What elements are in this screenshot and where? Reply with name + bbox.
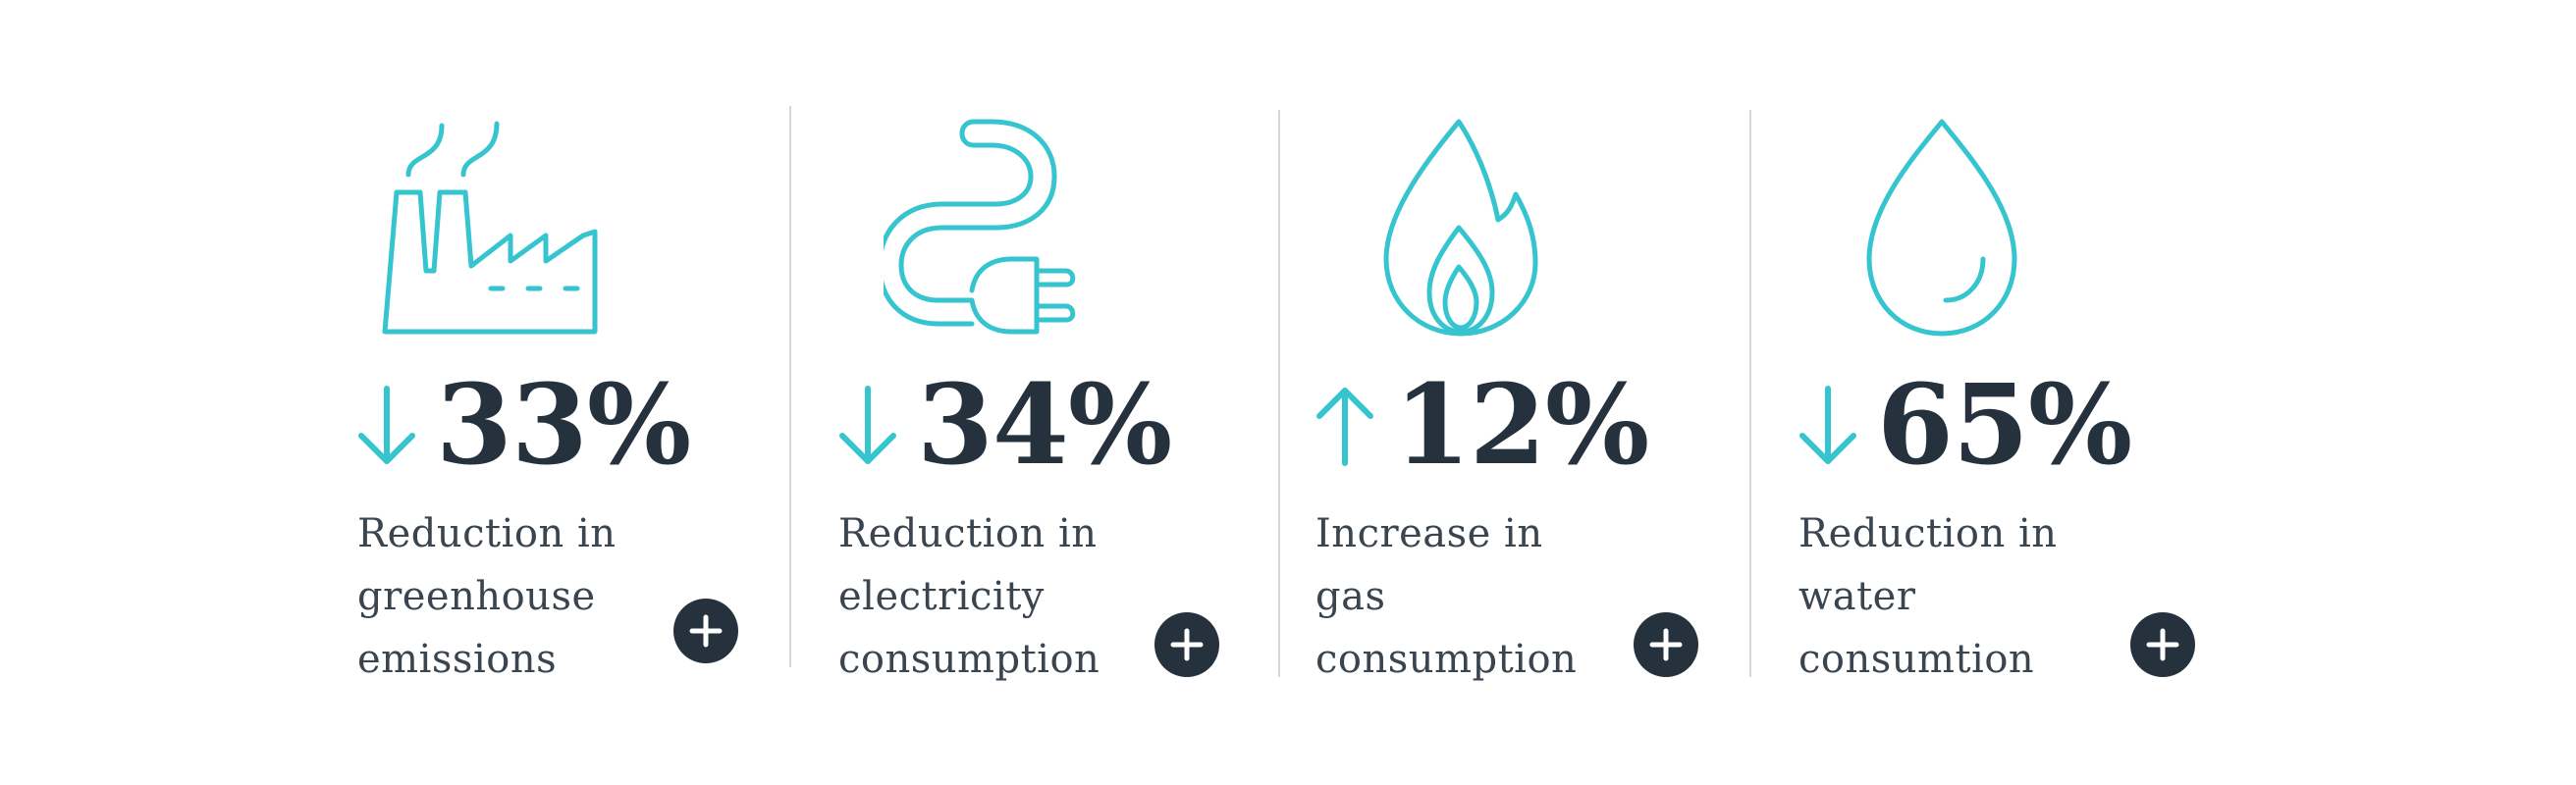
plus-icon: [689, 614, 723, 648]
stat-label-line: Increase in: [1315, 511, 1543, 556]
stat-label-line: emissions: [357, 637, 558, 682]
stat-label: Reduction in greenhouse emissions: [357, 502, 617, 691]
plus-icon: [1649, 628, 1683, 661]
stat-label-line: Reduction in: [1798, 511, 2058, 556]
divider: [1749, 110, 1751, 677]
stat-label-line: consumption: [1315, 637, 1578, 682]
expand-button[interactable]: [1154, 612, 1219, 677]
plus-icon: [2146, 628, 2179, 661]
stat-label-line: water: [1798, 574, 1916, 619]
expand-button[interactable]: [1634, 612, 1698, 677]
stat-label-line: Reduction in: [357, 511, 617, 556]
stat-value: 12%: [1394, 361, 1649, 490]
stat-label-line: consumption: [838, 637, 1100, 682]
stat-label-line: consumtion: [1798, 637, 2035, 682]
expand-button[interactable]: [673, 599, 738, 663]
factory-icon: [381, 114, 603, 336]
arrow-down-icon: [1798, 385, 1857, 471]
stat-label-line: gas: [1315, 574, 1386, 619]
arrow-down-icon: [357, 385, 416, 471]
stat-label-line: Reduction in: [838, 511, 1098, 556]
arrow-down-icon: [838, 385, 897, 471]
water-drop-icon: [1863, 116, 2020, 338]
flame-icon: [1382, 116, 1539, 338]
stat-label: Reduction in water consumtion: [1798, 502, 2058, 691]
stat-value: 65%: [1877, 361, 2132, 490]
divider: [789, 106, 791, 667]
stat-value: 33%: [436, 361, 691, 490]
stat-label-line: greenhouse: [357, 574, 596, 619]
expand-button[interactable]: [2130, 612, 2195, 677]
stat-label-line: electricity: [838, 574, 1045, 619]
plug-icon: [884, 118, 1090, 338]
divider: [1278, 110, 1280, 677]
stat-label: Reduction in electricity consumption: [838, 502, 1100, 691]
stat-value: 34%: [917, 361, 1172, 490]
stat-label: Increase in gas consumption: [1315, 502, 1577, 691]
arrow-up-icon: [1315, 385, 1374, 471]
plus-icon: [1170, 628, 1204, 661]
